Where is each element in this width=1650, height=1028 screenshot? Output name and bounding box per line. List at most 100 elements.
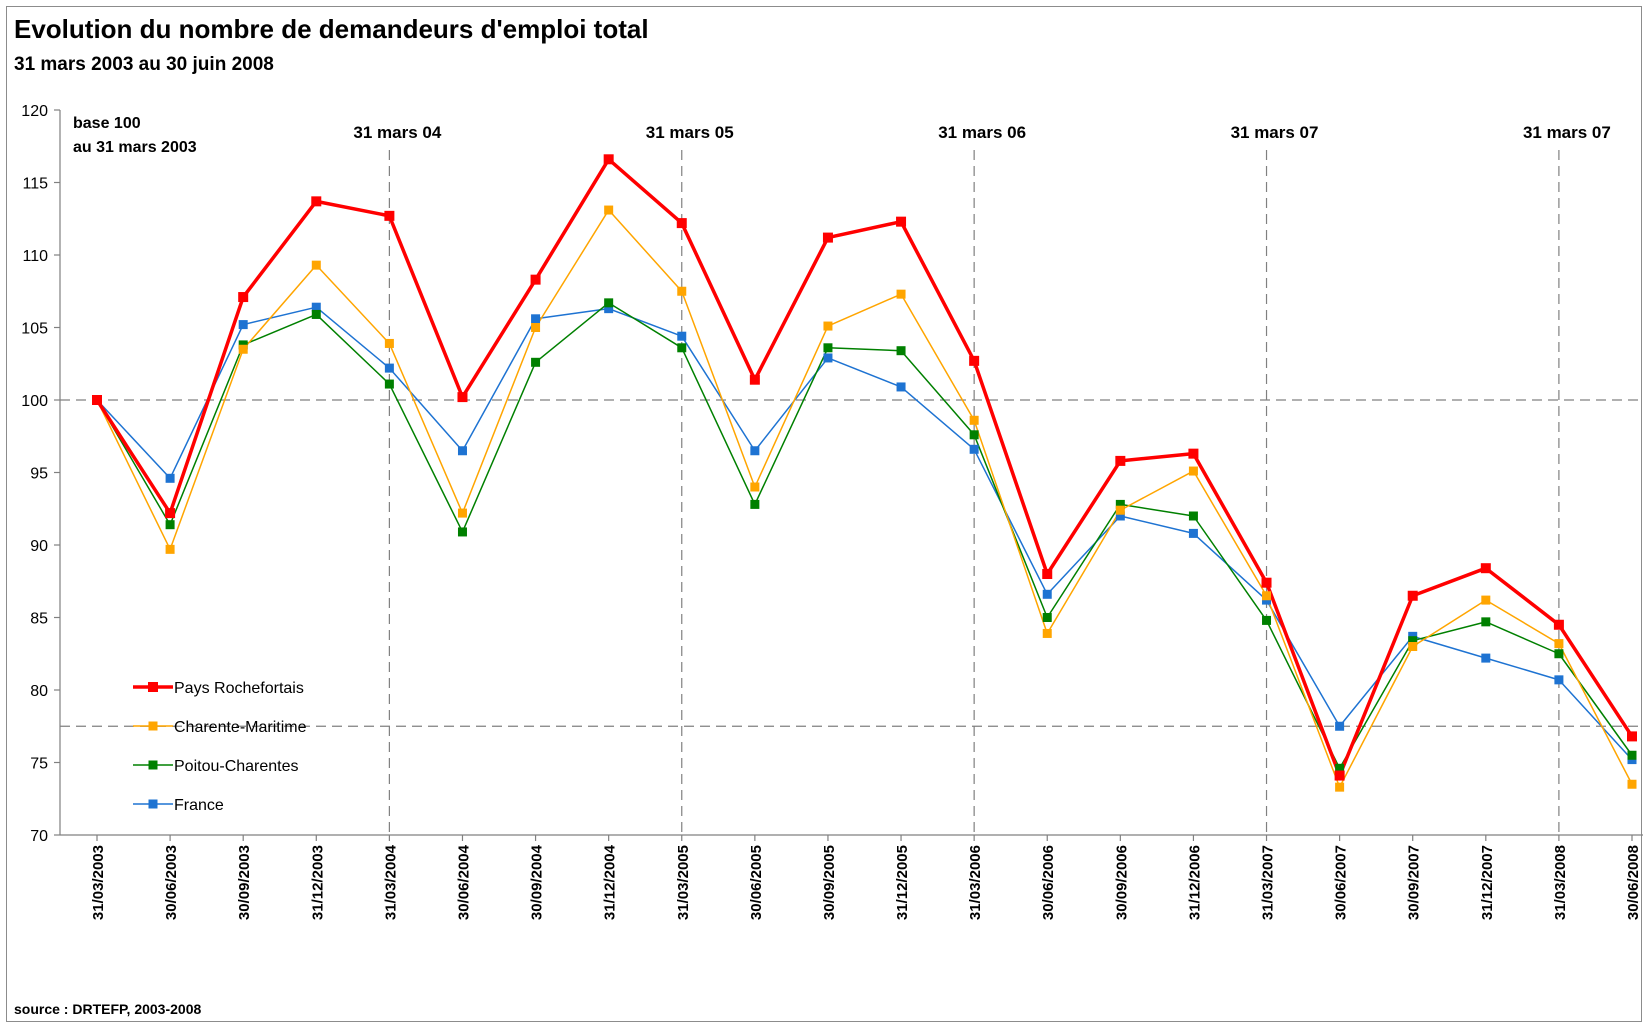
series-line-charente-maritime	[96, 209, 1633, 788]
data-point	[165, 544, 175, 554]
legend-label: Pays Rochefortais	[174, 680, 304, 697]
chart-title: Evolution du nombre de demandeurs d'empl…	[14, 14, 649, 44]
x-tick-label: 31/03/2006	[967, 845, 984, 920]
data-point	[457, 392, 468, 403]
legend-marker	[148, 760, 158, 770]
y-tick-label: 120	[21, 103, 48, 120]
x-tick-label: 30/09/2007	[1406, 845, 1423, 920]
y-tick-label: 75	[30, 756, 48, 773]
data-point	[1115, 499, 1125, 509]
x-tick-label: 31/03/2008	[1552, 845, 1569, 920]
data-point	[1115, 511, 1125, 521]
series-line-pays-rochefortais	[95, 157, 1634, 778]
data-point	[677, 286, 687, 296]
data-point	[1188, 528, 1198, 538]
legend-label: Poitou-Charentes	[174, 758, 299, 775]
data-point	[749, 374, 760, 385]
data-point	[896, 382, 906, 392]
data-point	[457, 527, 467, 537]
data-point	[531, 323, 541, 332]
data-point	[896, 346, 906, 356]
data-point	[750, 499, 760, 509]
x-tick-label: 31/03/2005	[675, 845, 692, 920]
data-point	[311, 309, 321, 319]
line-chart: 31 mars 04 31 mars 05 31 mars 06 31 mars 07…	[21, 103, 1643, 920]
y-tick-label: 95	[30, 466, 48, 483]
data-point	[1408, 642, 1418, 651]
data-point	[1335, 763, 1345, 773]
data-point	[238, 320, 248, 330]
data-point	[969, 444, 979, 454]
y-tick-label: 115	[22, 176, 48, 193]
x-tick-label: 30/06/2006	[1040, 845, 1057, 920]
data-point	[1627, 750, 1637, 760]
period-marker-label: 31 mars 07	[1231, 123, 1319, 142]
data-point	[896, 216, 907, 227]
y-tick-label: 85	[30, 611, 48, 628]
data-point	[750, 446, 760, 456]
data-point	[1115, 455, 1126, 466]
data-point	[1042, 589, 1052, 599]
data-point	[677, 331, 687, 341]
data-point	[311, 302, 321, 312]
data-point	[1554, 649, 1564, 659]
source-note: source : DRTEFP, 2003-2008	[14, 1001, 202, 1017]
data-point	[1188, 511, 1198, 521]
data-point	[1188, 448, 1199, 459]
data-point	[823, 343, 833, 353]
x-tick-label: 31/12/2003	[309, 845, 326, 920]
y-tick-label: 80	[30, 683, 48, 700]
series-line-poitou-charentes	[96, 302, 1633, 770]
data-point	[311, 196, 322, 207]
data-point	[1188, 466, 1198, 476]
data-point	[1554, 639, 1564, 649]
data-point	[1334, 770, 1345, 781]
x-tick-label: 31/12/2004	[602, 844, 619, 920]
period-marker-label: 31 mars 05	[646, 123, 734, 142]
data-point	[238, 292, 249, 303]
y-tick-label: 110	[22, 248, 48, 265]
data-point	[531, 357, 541, 367]
data-point	[1481, 617, 1491, 627]
x-tick-label: 31/12/2007	[1479, 845, 1496, 920]
data-point	[1042, 613, 1052, 622]
legend-marker	[148, 721, 158, 731]
data-point	[457, 508, 467, 518]
chart-frame	[6, 6, 1642, 1022]
x-tick-label: 30/06/2008	[1625, 845, 1642, 920]
period-marker-label: 31 mars 04	[353, 123, 441, 142]
data-point	[1553, 619, 1564, 630]
data-point	[384, 338, 394, 348]
x-tick-label: 30/09/2003	[236, 845, 253, 920]
data-point	[1481, 595, 1491, 605]
x-tick-label: 30/06/2003	[163, 845, 180, 920]
data-point	[969, 355, 980, 366]
data-point	[896, 289, 906, 299]
x-tick-label: 30/09/2004	[529, 844, 546, 920]
data-point	[1481, 653, 1491, 663]
data-point	[604, 205, 614, 215]
data-point	[1115, 505, 1125, 515]
x-tick-label: 31/12/2005	[894, 845, 911, 920]
series-line-france	[96, 306, 1633, 761]
data-point	[384, 363, 394, 373]
data-point	[1554, 675, 1564, 685]
y-tick-label: 105	[21, 321, 48, 338]
x-tick-label: 30/09/2006	[1113, 845, 1130, 920]
x-tick-label: 31/03/2007	[1260, 845, 1277, 920]
data-point	[384, 210, 395, 221]
legend-label: Charente-Maritime	[174, 719, 307, 736]
base-note-line2: au 31 mars 2003	[73, 139, 197, 156]
legend-label: France	[174, 797, 224, 814]
data-point	[1042, 628, 1052, 638]
base-note-line1: base 100	[73, 115, 141, 132]
data-point	[969, 430, 979, 440]
data-point	[311, 260, 321, 270]
y-tick-label: 90	[30, 538, 48, 555]
data-point	[1335, 782, 1345, 792]
x-tick-label: 31/03/2003	[90, 845, 107, 920]
data-point	[92, 395, 102, 405]
x-tick-label: 31/03/2004	[382, 844, 399, 920]
data-point	[750, 482, 760, 492]
data-point	[530, 274, 541, 285]
